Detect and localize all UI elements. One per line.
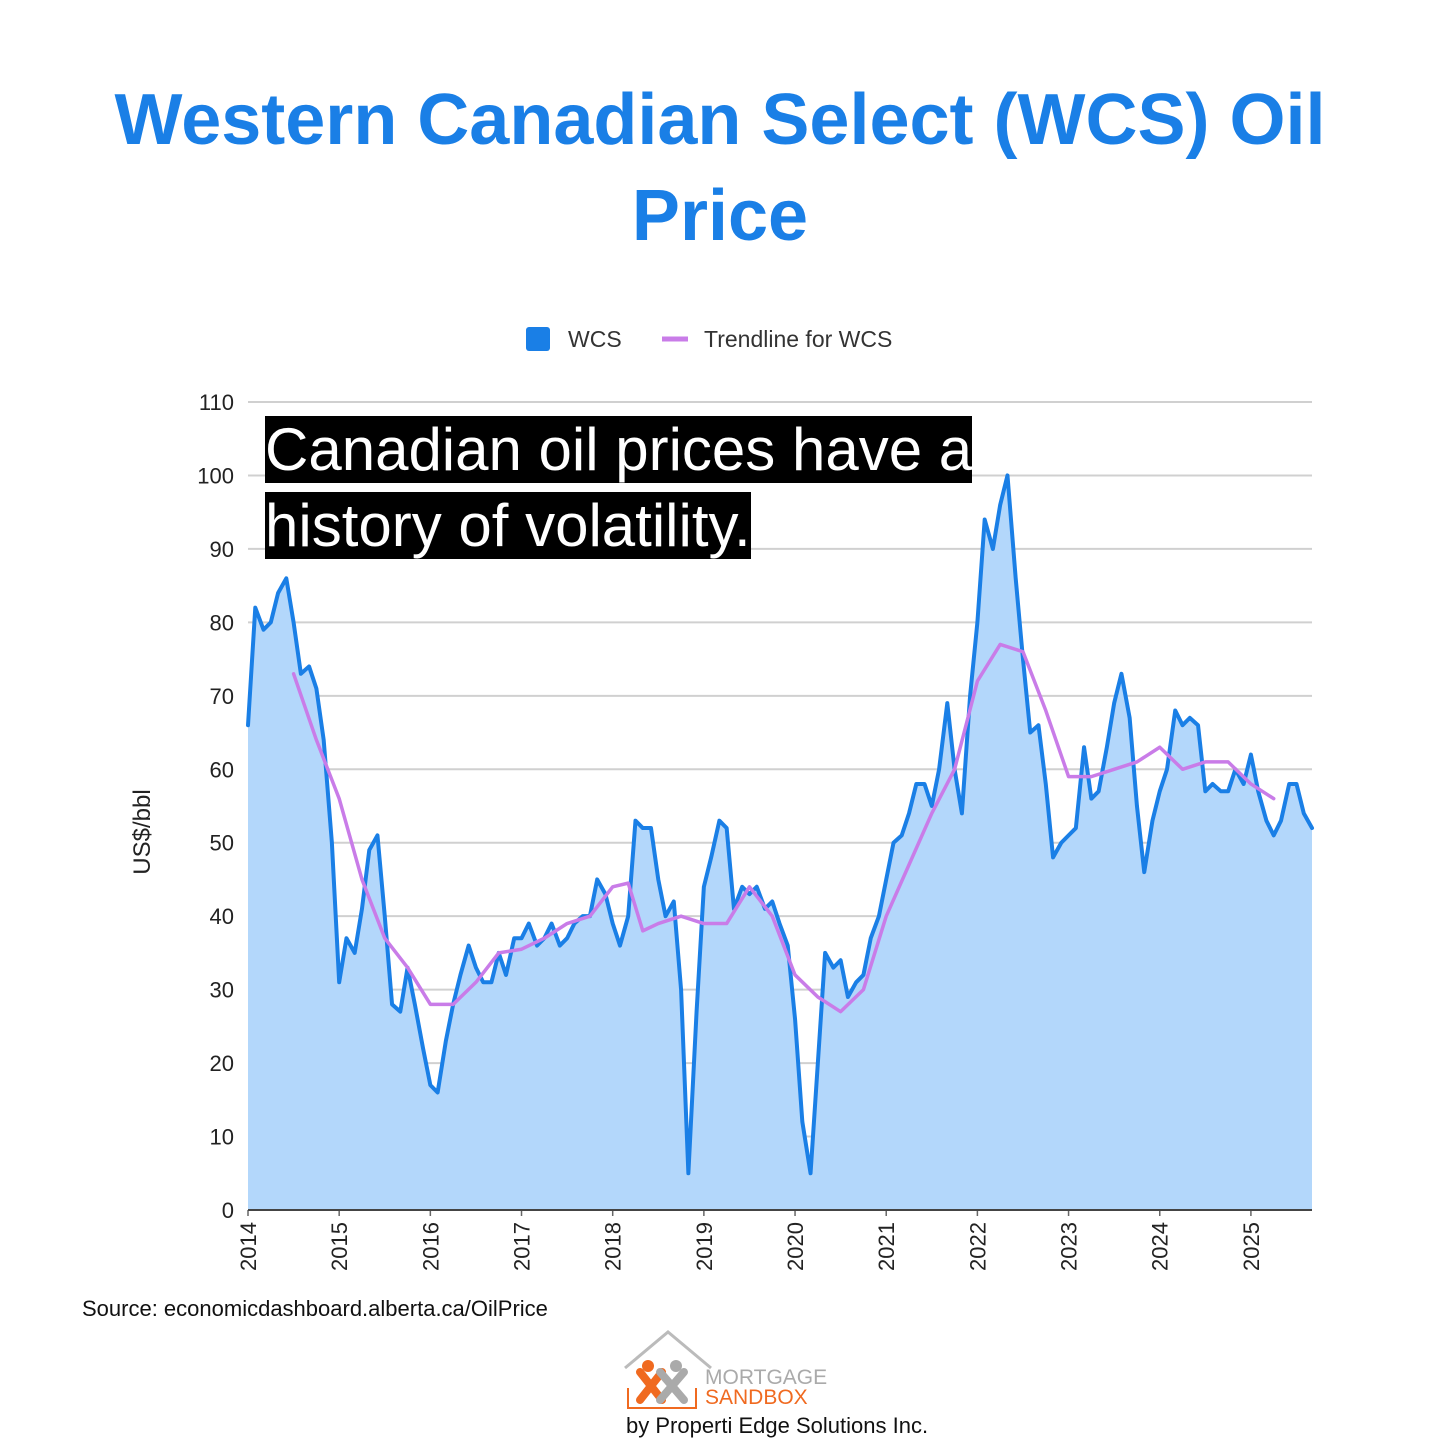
logo-line1: MORTGAGE [705,1366,827,1389]
x-tick-label: 2014 [236,1222,261,1271]
y-tick-label: 40 [210,904,234,929]
legend-label: WCS [568,326,622,352]
line [246,473,1314,1176]
legend-swatch [526,327,550,351]
y-tick-label: 110 [199,390,234,415]
y-tick-label: 0 [222,1198,234,1223]
logo-x2 [656,1368,688,1404]
y-tick-label: 20 [210,1051,234,1076]
logo-byline: by Properti Edge Solutions Inc. [626,1413,928,1438]
logo-line2: SANDBOX [705,1386,808,1409]
y-tick-label: 30 [210,978,234,1003]
x-tick-label: 2018 [601,1222,626,1271]
annotation: Canadian oil prices have a history of vo… [265,412,1055,564]
area [248,475,1312,1210]
x-tick-label: 2016 [418,1222,443,1271]
x-tick-label: 2025 [1239,1222,1264,1271]
x-tick-label: 2019 [692,1222,717,1271]
x-tick-label: 2023 [1057,1222,1082,1271]
logo-dot [670,1360,682,1372]
source: Source: economicdashboard.alberta.ca/Oil… [82,1296,548,1321]
x-tick-label: 2020 [783,1222,808,1271]
x-tick-label: 2024 [1148,1222,1173,1271]
logo-bracket [627,1388,697,1409]
x-tick-label: 2022 [965,1222,990,1271]
logo-x [636,1368,666,1404]
y-tick-label: 50 [210,831,234,856]
y-tick-label: 90 [210,537,234,562]
trendline [291,642,1276,1014]
x-tick-label: 2021 [874,1222,899,1271]
y-tick-label: 100 [197,463,234,488]
legend-label: Trendline for WCS [704,326,892,352]
logo-dot [642,1360,654,1372]
y-tick-label: 80 [210,610,234,635]
y-axis-label: US$/bbl [129,789,156,874]
x-tick-label: 2017 [510,1222,535,1271]
chart-title: Western Canadian Select (WCS) Oil Price [114,80,1326,256]
x-tick-label: 2015 [327,1222,352,1271]
logo-house [624,1330,712,1370]
annotation-text: Canadian oil prices have a history of vo… [265,416,973,559]
y-tick-label: 10 [210,1125,234,1150]
y-tick-label: 70 [210,684,234,709]
y-tick-label: 60 [210,757,234,782]
